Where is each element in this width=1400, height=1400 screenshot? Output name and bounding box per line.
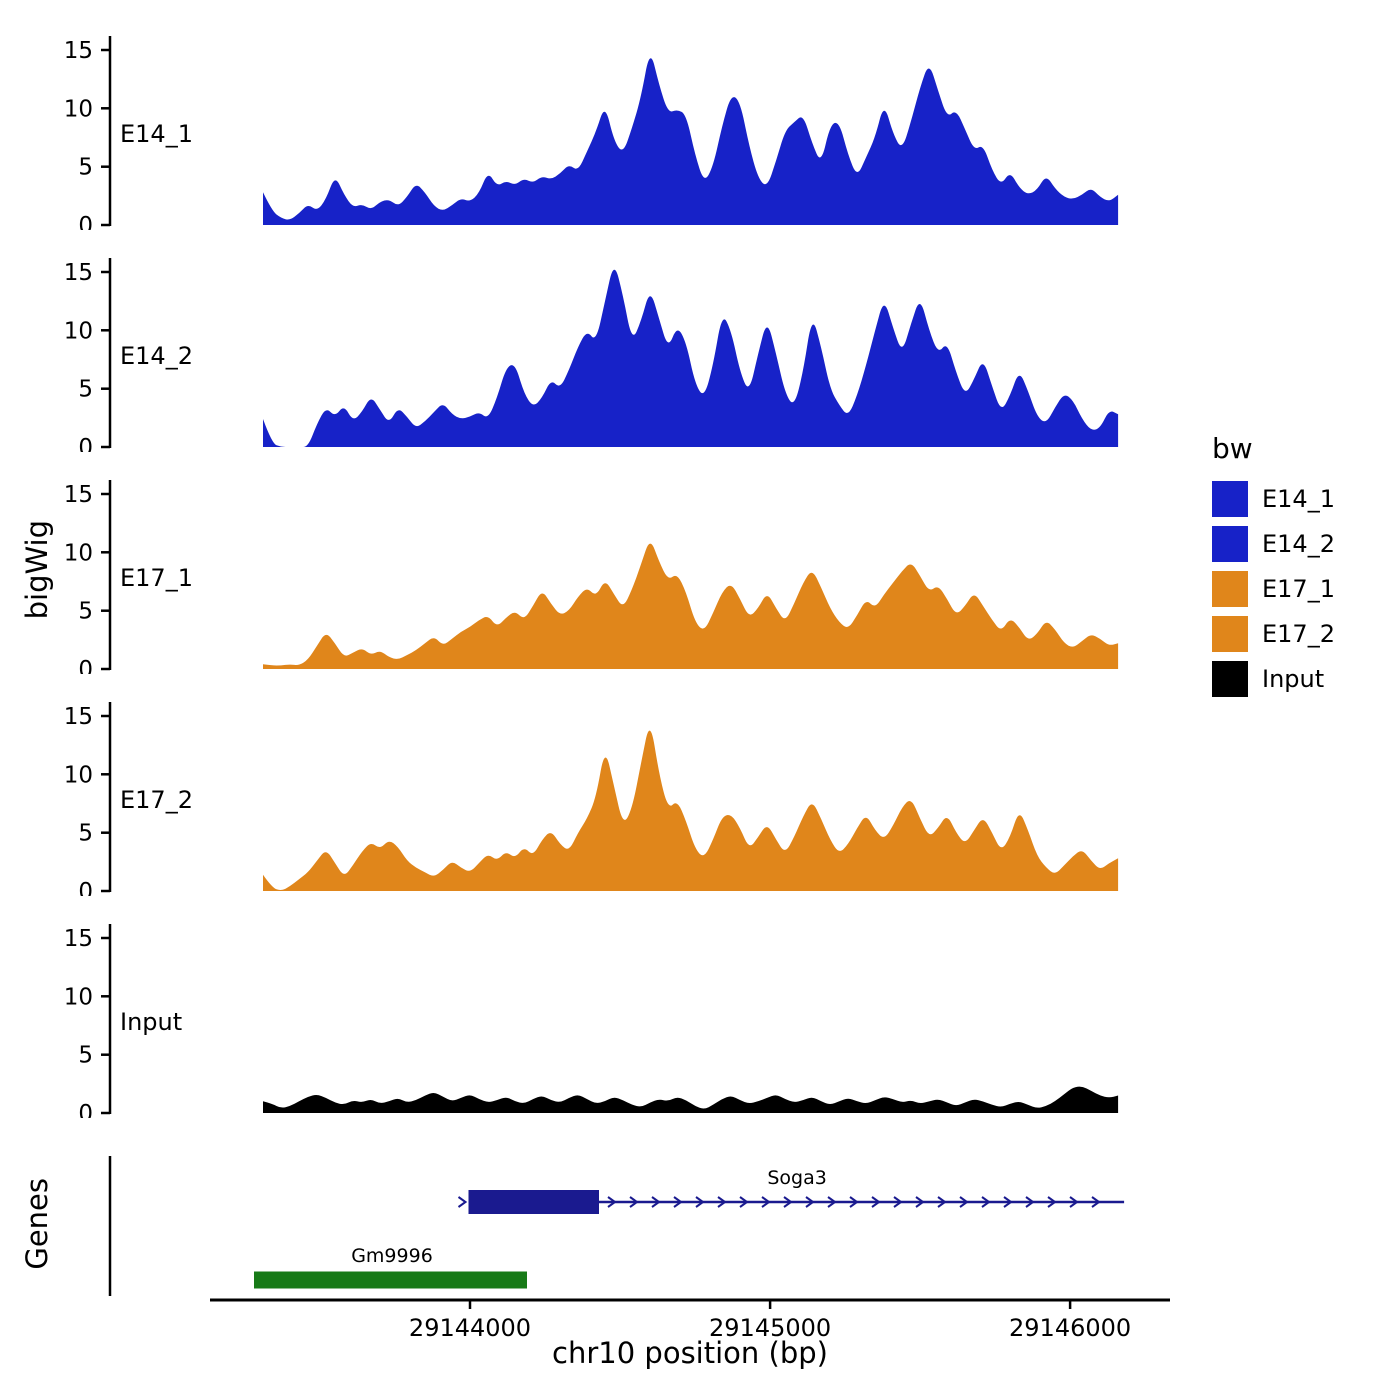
strand-arrow-icon [871,1196,881,1208]
y-tick-label: 0 [78,1101,93,1118]
legend-item-label: Input [1262,665,1325,693]
strand-arrow-icon [915,1196,925,1208]
y-tick-label: 10 [64,762,93,788]
x-tick-label: 29144000 [409,1314,531,1342]
legend-swatch-icon [1212,616,1248,652]
legend-item-Input: Input [1212,661,1335,697]
y-tick-label: 0 [78,657,93,674]
legend-item-label: E14_2 [1262,530,1335,558]
track-panel-E14_2: 0 5 10 15 E14_2 [64,258,1119,452]
track-name-label: E14_2 [120,342,193,370]
coverage-area-E17_2 [263,730,1119,891]
track-name-label: E17_1 [120,564,193,592]
strand-arrow-icon [849,1196,859,1208]
strand-arrow-icon [761,1196,771,1208]
y-tick-label: 15 [64,260,93,286]
gene-body-Gm9996 [254,1271,527,1289]
strand-arrow-icon [893,1196,903,1208]
y-tick-label: 0 [78,435,93,452]
strand-arrow-icon [717,1196,727,1208]
strand-arrow-icon [805,1196,815,1208]
legend-item-E14_1: E14_1 [1212,481,1335,517]
legend-swatch-icon [1212,526,1248,562]
strand-arrow-icon [937,1196,947,1208]
strand-arrow-icon [1025,1196,1035,1208]
track-panel-E17_1: 0 5 10 15 E17_1 [64,480,1119,674]
y-tick-label: 5 [78,821,93,847]
y-tick-label: 10 [64,318,93,344]
y-tick-label: 10 [64,96,93,122]
legend-item-label: E14_1 [1262,485,1335,513]
x-tick-label: 29146000 [1009,1314,1131,1342]
legend-swatch-icon [1212,481,1248,517]
legend-item-E17_2: E17_2 [1212,616,1335,652]
y-tick-label: 5 [78,377,93,403]
coverage-area-E17_1 [263,543,1119,669]
legend-swatch-icon [1212,571,1248,607]
strand-arrow-icon [695,1196,705,1208]
legend-item-E14_2: E14_2 [1212,526,1335,562]
y-tick-label: 10 [64,984,93,1010]
legend-item-label: E17_2 [1262,620,1335,648]
gene-label-Soga3: Soga3 [767,1167,826,1189]
y-tick-label: 15 [64,482,93,508]
legend-swatch-icon [1212,661,1248,697]
x-axis: 29144000 29145000 29146000 [210,1298,1170,1342]
strand-arrow-icon [629,1196,639,1208]
coverage-area-Input [263,1086,1119,1113]
y-tick-label: 15 [64,704,93,730]
y-tick-label: 5 [78,599,93,625]
track-panel-Input: 0 5 10 15 Input [64,924,1119,1118]
track-panel-E14_1: 0 5 10 15 E14_1 [64,36,1119,230]
coverage-area-E14_1 [263,58,1119,225]
legend: bw E14_1 E14_2 E17_1 E17_2 Input [1212,432,1335,706]
strand-arrow-icon [1047,1196,1057,1208]
x-tick-label: 29145000 [709,1314,831,1342]
legend-title: bw [1212,432,1253,465]
y-tick-label: 10 [64,540,93,566]
strand-arrow-icon [673,1196,683,1208]
track-panel-E17_2: 0 5 10 15 E17_2 [64,702,1119,896]
y-tick-label: 5 [78,1043,93,1069]
track-name-label: E17_2 [120,786,193,814]
y-tick-label: 5 [78,155,93,181]
y-tick-label: 0 [78,879,93,896]
y-tick-label: 15 [64,926,93,952]
strand-arrow-icon [607,1196,617,1208]
strand-arrow-icon [1069,1196,1079,1208]
legend-items: E14_1 E14_2 E17_1 E17_2 Input [1212,481,1335,697]
y-tick-label: 15 [64,38,93,64]
gene-label-Gm9996: Gm9996 [351,1245,433,1267]
track-name-label: E14_1 [120,120,193,148]
strand-arrow-icon [783,1196,793,1208]
strand-arrow-icon [457,1196,468,1208]
strand-arrow-icon [651,1196,661,1208]
genes-panel: Soga3 Gm9996 [108,1156,1125,1296]
strand-arrow-icon [739,1196,749,1208]
strand-arrow-icon [1003,1196,1013,1208]
strand-arrow-icon [1091,1196,1101,1208]
strand-arrow-icon [959,1196,969,1208]
x-axis-title: chr10 position (bp) [552,1336,828,1370]
legend-item-label: E17_1 [1262,575,1335,603]
strand-arrow-icon [827,1196,837,1208]
legend-item-E17_1: E17_1 [1212,571,1335,607]
track-name-label: Input [120,1008,182,1036]
y-tick-label: 0 [78,213,93,230]
coverage-area-E14_2 [263,269,1119,447]
gene-body-Soga3 [468,1190,599,1214]
strand-arrow-icon [981,1196,991,1208]
